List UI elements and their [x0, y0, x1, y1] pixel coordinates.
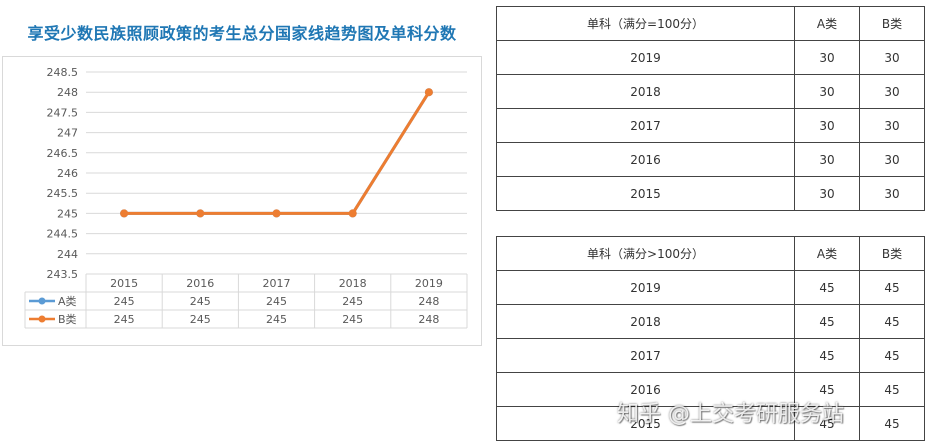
- table2-row: 2018 45 45: [496, 304, 925, 339]
- data-table-value: 245: [114, 295, 135, 308]
- table2-cell: 2017: [496, 338, 795, 373]
- y-tick-label: 246: [57, 167, 78, 180]
- table1-cell: 2018: [496, 74, 795, 109]
- data-table-value: 245: [190, 295, 211, 308]
- data-point: [196, 209, 205, 218]
- table2-cell: 2016: [496, 372, 795, 407]
- y-tick-label: 247: [57, 127, 78, 140]
- x-category-label: 2018: [339, 277, 367, 290]
- y-tick-label: 248: [57, 86, 78, 99]
- table1-cell: 30: [794, 108, 860, 143]
- table1-cell: 30: [794, 74, 860, 109]
- x-category-label: 2017: [263, 277, 291, 290]
- y-tick-label: 244.5: [47, 228, 79, 241]
- table1-row: 2015 30 30: [496, 176, 925, 211]
- table2-cell: 45: [794, 338, 860, 373]
- line-chart: 248.5 248 247.5 247 246.5 246 245.5 245 244.5 244…: [2, 56, 482, 346]
- y-tick-label: 246.5: [47, 147, 79, 160]
- table1-cell: 30: [859, 176, 925, 211]
- data-point: [272, 209, 281, 218]
- table1-header-cell: 单科（满分=100分）: [496, 6, 795, 41]
- table2-cell: 2018: [496, 304, 795, 339]
- data-point: [120, 209, 129, 218]
- table2-cell: 45: [794, 270, 860, 305]
- legend-marker: [38, 297, 46, 305]
- data-table-value: 245: [266, 313, 287, 326]
- table2-cell: 2019: [496, 270, 795, 305]
- table2-cell: 45: [859, 270, 925, 305]
- y-tick-label: 245: [57, 207, 78, 220]
- table1-header-row: 单科（满分=100分） A类 B类: [496, 6, 925, 41]
- data-point: [348, 209, 357, 218]
- y-tick-label: 247.5: [47, 106, 79, 119]
- table1-cell: 30: [794, 40, 860, 75]
- chart-title: 享受少数民族照顾政策的考生总分国家线趋势图及单科分数: [27, 24, 457, 43]
- table1-cell: 30: [859, 108, 925, 143]
- table2-cell: 45: [859, 406, 925, 441]
- table2-cell: 45: [859, 338, 925, 373]
- x-category-label: 2015: [110, 277, 138, 290]
- table1-cell: 30: [859, 142, 925, 177]
- table1-header-cell: A类: [794, 6, 860, 41]
- table1-cell: 30: [794, 142, 860, 177]
- data-table-value: 245: [342, 295, 363, 308]
- table1-row: 2017 30 30: [496, 108, 925, 143]
- data-table-value: 245: [342, 313, 363, 326]
- data-point: [424, 88, 433, 97]
- table2-header-cell: 单科（满分>100分）: [496, 236, 795, 271]
- table2-row: 2017 45 45: [496, 338, 925, 373]
- table2-cell: 45: [794, 304, 860, 339]
- table2-header-cell: B类: [859, 236, 925, 271]
- data-table-value: 245: [266, 295, 287, 308]
- data-table-value: 248: [418, 295, 439, 308]
- table1-row: 2016 30 30: [496, 142, 925, 177]
- legend-marker: [38, 315, 46, 323]
- table2-row: 2015 45 45: [496, 406, 925, 441]
- table1-cell: 2017: [496, 108, 795, 143]
- data-table-value: 245: [190, 313, 211, 326]
- table2-cell: 2015: [496, 406, 795, 441]
- y-tick-label: 244: [57, 248, 78, 261]
- y-tick-label: 243.5: [47, 268, 79, 281]
- table1-cell: 2015: [496, 176, 795, 211]
- y-tick-label: 248.5: [47, 66, 79, 79]
- table2-cell: 45: [859, 304, 925, 339]
- table1-cell: 30: [859, 74, 925, 109]
- table1-cell: 2019: [496, 40, 795, 75]
- table1-cell: 30: [859, 40, 925, 75]
- data-table-value: 245: [114, 313, 135, 326]
- data-table-value: 248: [418, 313, 439, 326]
- x-category-label: 2016: [186, 277, 214, 290]
- table2-cell: 45: [794, 406, 860, 441]
- single-subject-table-100: 单科（满分=100分） A类 B类 2019 30 30 2018 30 30 2017 30 30 2…: [496, 6, 925, 211]
- legend-label: B类: [58, 312, 77, 326]
- table2-row: 2019 45 45: [496, 270, 925, 305]
- y-tick-label: 245.5: [47, 187, 79, 200]
- table2-cell: 45: [794, 372, 860, 407]
- single-subject-table-over-100: 单科（满分>100分） A类 B类 2019 45 45 2018 45 45 2017 45 45 2…: [496, 236, 925, 441]
- table2-row: 2016 45 45: [496, 372, 925, 407]
- table1-cell: 30: [794, 176, 860, 211]
- table1-header-cell: B类: [859, 6, 925, 41]
- x-category-label: 2019: [415, 277, 443, 290]
- table1-row: 2018 30 30: [496, 74, 925, 109]
- table1-cell: 2016: [496, 142, 795, 177]
- table2-cell: 45: [859, 372, 925, 407]
- table2-header-row: 单科（满分>100分） A类 B类: [496, 236, 925, 271]
- table1-row: 2019 30 30: [496, 40, 925, 75]
- legend-label: A类: [58, 294, 77, 308]
- table2-header-cell: A类: [794, 236, 860, 271]
- chart-canvas: 248.5 248 247.5 247 246.5 246 245.5 245 244.5 244…: [24, 66, 468, 329]
